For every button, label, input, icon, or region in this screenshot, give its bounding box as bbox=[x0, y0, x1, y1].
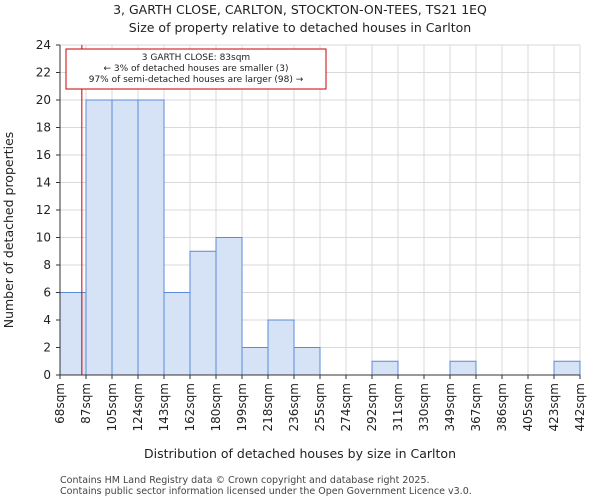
x-tick-label: 274sqm bbox=[339, 383, 353, 431]
x-tick-label: 199sqm bbox=[235, 383, 249, 431]
histogram-bar bbox=[553, 360, 581, 376]
axis-layer bbox=[56, 44, 581, 379]
y-tick-label: 18 bbox=[36, 121, 51, 135]
chart-title: 3, GARTH CLOSE, CARLTON, STOCKTON-ON-TEE… bbox=[113, 2, 487, 17]
x-tick-label: 87sqm bbox=[79, 383, 93, 424]
y-tick-label: 10 bbox=[36, 231, 51, 245]
x-tick-label: 68sqm bbox=[53, 383, 67, 424]
x-tick-label: 143sqm bbox=[157, 383, 171, 431]
histogram-bar bbox=[85, 99, 113, 376]
x-tick-label: 442sqm bbox=[573, 383, 587, 431]
annotation-line: ← 3% of detached houses are smaller (3) bbox=[103, 64, 288, 74]
histogram-bar bbox=[267, 319, 295, 376]
x-tick-label: 405sqm bbox=[521, 383, 535, 431]
x-tick-label: 236sqm bbox=[287, 383, 301, 431]
x-tick-label: 180sqm bbox=[209, 383, 223, 431]
chart-subtitle: Size of property relative to detached ho… bbox=[129, 20, 471, 35]
marker-layer: 3 GARTH CLOSE: 83sqm← 3% of detached hou… bbox=[65, 45, 327, 375]
x-tick-label: 349sqm bbox=[443, 383, 457, 431]
x-tick-label: 105sqm bbox=[105, 383, 119, 431]
y-tick-label: 2 bbox=[43, 341, 51, 355]
footer-licence: Contains public sector information licen… bbox=[60, 486, 472, 497]
x-tick-label: 386sqm bbox=[495, 383, 509, 431]
x-tick-label: 423sqm bbox=[547, 383, 561, 431]
x-axis-label: Distribution of detached houses by size … bbox=[144, 446, 456, 461]
y-tick-label: 22 bbox=[36, 66, 51, 80]
histogram-bar bbox=[449, 360, 477, 376]
x-tick-label: 162sqm bbox=[183, 383, 197, 431]
histogram-bar bbox=[371, 360, 399, 376]
histogram-bar bbox=[111, 99, 139, 376]
annotation-box bbox=[65, 48, 327, 90]
y-tick-label: 14 bbox=[36, 176, 51, 190]
y-tick-label: 20 bbox=[36, 93, 51, 107]
x-tick-labels: 68sqm 87sqm 105sqm 124sqm 143sqm 162sqm 180sqm… bbox=[53, 383, 587, 431]
annotation-line: 97% of semi-detached houses are larger (… bbox=[89, 75, 304, 85]
x-tick-label: 330sqm bbox=[417, 383, 431, 431]
histogram-bar bbox=[163, 292, 191, 376]
histogram-bar bbox=[137, 99, 165, 376]
y-tick-label: 24 bbox=[36, 38, 51, 52]
x-tick-label: 292sqm bbox=[365, 383, 379, 431]
bar-layer bbox=[59, 99, 581, 376]
x-tick-label: 367sqm bbox=[469, 383, 483, 431]
y-tick-label: 6 bbox=[43, 286, 51, 300]
y-tick-label: 12 bbox=[36, 203, 51, 217]
histogram-bar bbox=[241, 347, 269, 376]
footer-copyright: Contains HM Land Registry data © Crown c… bbox=[60, 475, 430, 486]
annotation-line: 3 GARTH CLOSE: 83sqm bbox=[142, 53, 250, 63]
y-tick-label: 0 bbox=[43, 368, 51, 382]
histogram-bar bbox=[189, 250, 217, 376]
y-tick-label: 8 bbox=[43, 258, 51, 272]
y-tick-label: 4 bbox=[43, 313, 51, 327]
histogram-bar bbox=[293, 347, 321, 376]
x-tick-label: 218sqm bbox=[261, 383, 275, 431]
histogram-bar bbox=[215, 237, 243, 376]
y-tick-label: 16 bbox=[36, 148, 51, 162]
x-tick-label: 311sqm bbox=[391, 383, 405, 431]
x-tick-label: 124sqm bbox=[131, 383, 145, 431]
y-axis-label: Number of detached properties bbox=[1, 132, 16, 329]
x-tick-label: 255sqm bbox=[313, 383, 327, 431]
